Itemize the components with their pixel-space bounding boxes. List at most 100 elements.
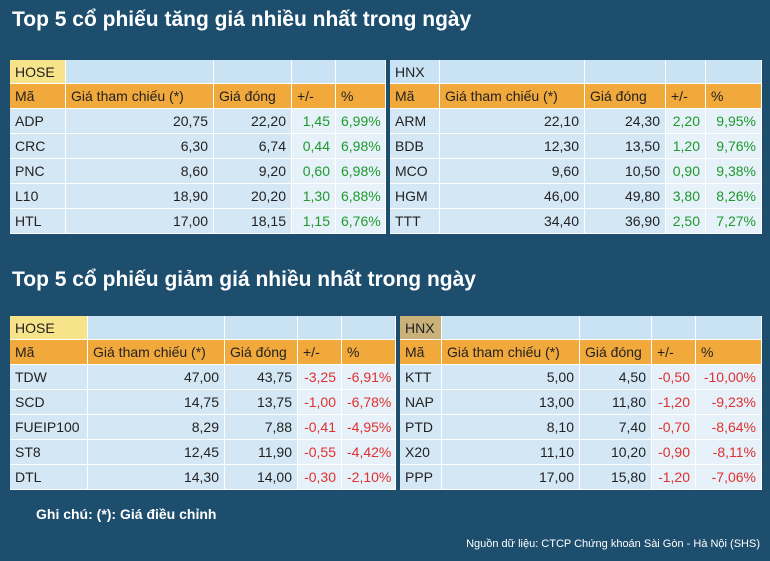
table-cell: PNC bbox=[10, 159, 66, 184]
table-cell: 22,10 bbox=[440, 109, 585, 134]
table-cell: 13,50 bbox=[585, 134, 666, 159]
table-cell: 10,50 bbox=[585, 159, 666, 184]
table-cell: L10 bbox=[10, 184, 66, 209]
table-cell: 0,90 bbox=[666, 159, 706, 184]
table-cell: ST8 bbox=[10, 440, 88, 465]
header-blank bbox=[336, 60, 386, 84]
table-cell: 9,76% bbox=[706, 134, 762, 159]
table-cell: -4,42% bbox=[342, 440, 396, 465]
table-cell: 6,30 bbox=[66, 134, 214, 159]
table-cell: 2,20 bbox=[666, 109, 706, 134]
table-cell: 11,90 bbox=[225, 440, 298, 465]
table-cell: 3,80 bbox=[666, 184, 706, 209]
table-cell: 2,50 bbox=[666, 209, 706, 234]
table-cell: -8,11% bbox=[696, 440, 762, 465]
table-cell: 34,40 bbox=[440, 209, 585, 234]
table-cell: -1,20 bbox=[652, 465, 696, 490]
header-blank bbox=[652, 316, 696, 340]
table-cell: BDB bbox=[390, 134, 440, 159]
column-header: Giá đóng bbox=[225, 340, 298, 365]
exchange-label: HNX bbox=[400, 316, 442, 340]
table-cell: 10,20 bbox=[580, 440, 652, 465]
table-cell: PPP bbox=[400, 465, 442, 490]
table-cell: 8,10 bbox=[442, 415, 580, 440]
table-cell: -8,64% bbox=[696, 415, 762, 440]
table-cell: 1,45 bbox=[292, 109, 336, 134]
table-cell: -6,78% bbox=[342, 390, 396, 415]
column-header: +/- bbox=[666, 84, 706, 109]
table-cell: 7,88 bbox=[225, 415, 298, 440]
header-blank bbox=[666, 60, 706, 84]
table-cell: MCO bbox=[390, 159, 440, 184]
header-blank bbox=[292, 60, 336, 84]
table-cell: TDW bbox=[10, 365, 88, 390]
table-cell: 24,30 bbox=[585, 109, 666, 134]
header-blank bbox=[225, 316, 298, 340]
table-cell: TTT bbox=[390, 209, 440, 234]
table-cell: 9,38% bbox=[706, 159, 762, 184]
table-cell: -3,25 bbox=[298, 365, 342, 390]
table-cell: 46,00 bbox=[440, 184, 585, 209]
table-cell: ADP bbox=[10, 109, 66, 134]
table-cell: 6,98% bbox=[336, 159, 386, 184]
column-header: +/- bbox=[298, 340, 342, 365]
column-header: Giá tham chiếu (*) bbox=[66, 84, 214, 109]
table-cell: X20 bbox=[400, 440, 442, 465]
table-cell: 36,90 bbox=[585, 209, 666, 234]
table-cell: 4,50 bbox=[580, 365, 652, 390]
table-cell: 14,30 bbox=[88, 465, 225, 490]
table-cell: -10,00% bbox=[696, 365, 762, 390]
table-cell: 6,76% bbox=[336, 209, 386, 234]
table-cell: 6,88% bbox=[336, 184, 386, 209]
column-header: Mã bbox=[10, 84, 66, 109]
column-header: +/- bbox=[292, 84, 336, 109]
header-blank bbox=[585, 60, 666, 84]
section-title: Top 5 cổ phiếu giảm giá nhiều nhất trong… bbox=[12, 268, 476, 291]
table-cell: -0,90 bbox=[652, 440, 696, 465]
table-cell: HGM bbox=[390, 184, 440, 209]
header-blank bbox=[696, 316, 762, 340]
table-cell: 9,60 bbox=[440, 159, 585, 184]
table-cell: PTD bbox=[400, 415, 442, 440]
table-cell: -7,06% bbox=[696, 465, 762, 490]
table-cell: -0,70 bbox=[652, 415, 696, 440]
table-cell: 11,10 bbox=[442, 440, 580, 465]
table-cell: 0,44 bbox=[292, 134, 336, 159]
table-cell: 8,60 bbox=[66, 159, 214, 184]
table-cell: 14,75 bbox=[88, 390, 225, 415]
table-cell: 1,20 bbox=[666, 134, 706, 159]
column-header: Mã bbox=[400, 340, 442, 365]
table-cell: 9,20 bbox=[214, 159, 292, 184]
table-cell: 13,75 bbox=[225, 390, 298, 415]
table-cell: 18,15 bbox=[214, 209, 292, 234]
header-blank bbox=[580, 316, 652, 340]
table-cell: 13,00 bbox=[442, 390, 580, 415]
table-cell: 6,98% bbox=[336, 134, 386, 159]
table-cell: -2,10% bbox=[342, 465, 396, 490]
table-cell: 17,00 bbox=[66, 209, 214, 234]
header-blank bbox=[298, 316, 342, 340]
table-cell: 6,74 bbox=[214, 134, 292, 159]
column-header: Giá tham chiếu (*) bbox=[440, 84, 585, 109]
table-cell: DTL bbox=[10, 465, 88, 490]
column-header: % bbox=[696, 340, 762, 365]
table-cell: 12,30 bbox=[440, 134, 585, 159]
table-cell: -0,30 bbox=[298, 465, 342, 490]
table-cell: 7,27% bbox=[706, 209, 762, 234]
header-blank bbox=[442, 316, 580, 340]
column-header: Giá đóng bbox=[580, 340, 652, 365]
table-cell: -6,91% bbox=[342, 365, 396, 390]
column-header: Giá tham chiếu (*) bbox=[442, 340, 580, 365]
header-blank bbox=[706, 60, 762, 84]
table-cell: KTT bbox=[400, 365, 442, 390]
table-cell: 43,75 bbox=[225, 365, 298, 390]
column-header: Giá đóng bbox=[214, 84, 292, 109]
source: Nguồn dữ liệu: CTCP Chứng khoán Sài Gòn … bbox=[466, 538, 760, 550]
table-cell: NAP bbox=[400, 390, 442, 415]
table-cell: -9,23% bbox=[696, 390, 762, 415]
header-blank bbox=[214, 60, 292, 84]
table-cell: 49,80 bbox=[585, 184, 666, 209]
table-cell: 20,75 bbox=[66, 109, 214, 134]
table-cell: 7,40 bbox=[580, 415, 652, 440]
